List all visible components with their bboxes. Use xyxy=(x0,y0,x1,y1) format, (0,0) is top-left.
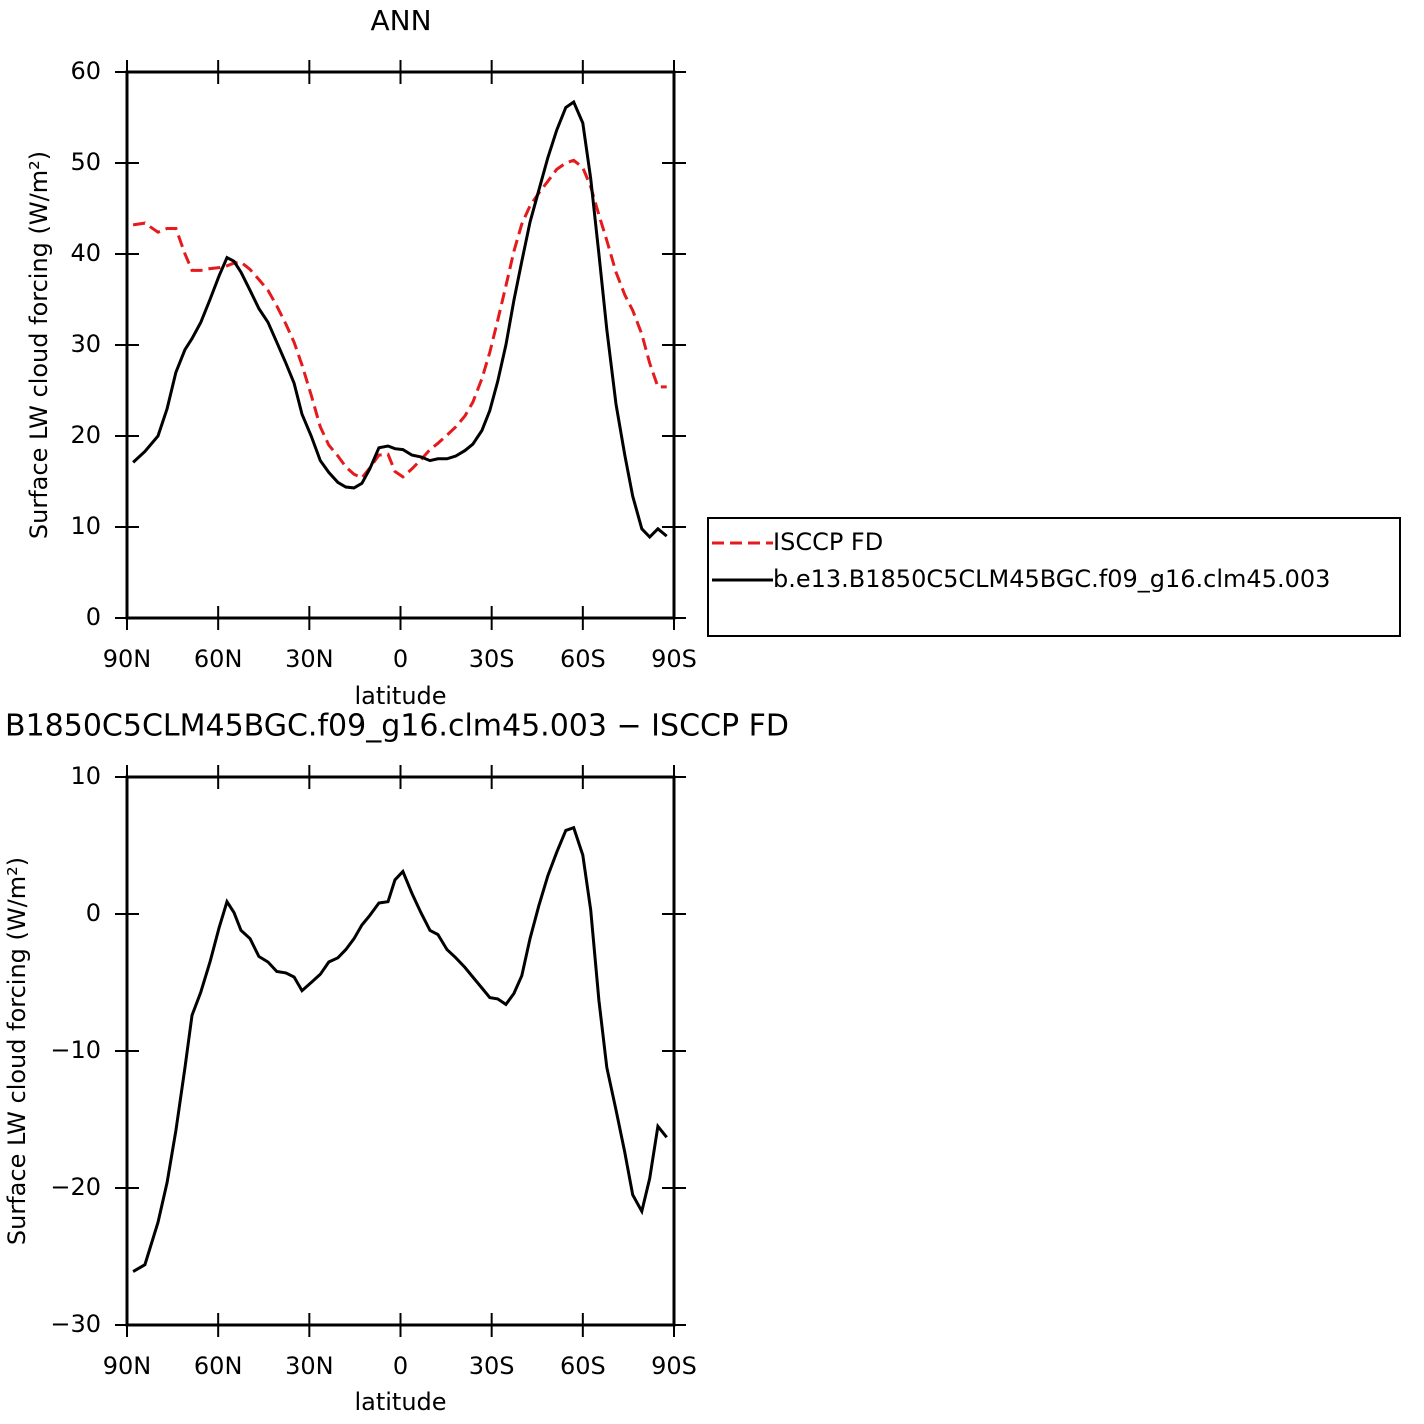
legend-box xyxy=(707,517,1401,637)
x-tick-label: 60N xyxy=(194,645,243,673)
chart-title: ANN xyxy=(370,4,431,37)
legend-label: ISCCP FD xyxy=(773,528,883,556)
y-tick-label: 0 xyxy=(86,603,101,631)
y-tick-label: 10 xyxy=(70,762,101,790)
plot-frame xyxy=(125,70,676,620)
y-tick-label: 10 xyxy=(70,512,101,540)
x-tick-label: 60S xyxy=(560,645,606,673)
x-tick-label: 90S xyxy=(651,645,697,673)
legend-label: b.e13.B1850C5CLM45BGC.f09_g16.clm45.003 xyxy=(773,565,1330,593)
x-tick-label: 60N xyxy=(194,1352,243,1380)
line-series xyxy=(132,99,668,540)
x-tick-label: 60S xyxy=(560,1352,606,1380)
y-tick-label: 60 xyxy=(70,57,101,85)
x-tick-label: 30S xyxy=(469,1352,515,1380)
x-tick-label: 30N xyxy=(285,645,334,673)
y-tick-label: 30 xyxy=(70,330,101,358)
line-series xyxy=(132,825,668,1273)
y-tick-label: −20 xyxy=(50,1173,101,1201)
x-tick-label: 30N xyxy=(285,1352,334,1380)
chart-title: B1850C5CLM45BGC.f09_g16.clm45.003 − ISCC… xyxy=(5,709,789,744)
y-tick-label: 50 xyxy=(70,148,101,176)
x-axis-label: latitude xyxy=(354,682,446,710)
x-tick-label: 90N xyxy=(103,645,152,673)
x-tick-label: 90S xyxy=(651,1352,697,1380)
x-axis-label: latitude xyxy=(354,1388,446,1416)
y-tick-label: −30 xyxy=(50,1310,101,1338)
y-tick-label: 0 xyxy=(86,899,101,927)
y-axis-label: Surface LW cloud forcing (W/m²) xyxy=(25,151,53,539)
x-tick-label: 90N xyxy=(103,1352,152,1380)
line-series xyxy=(132,158,667,480)
plot-frame xyxy=(125,775,676,1327)
x-tick-label: 0 xyxy=(393,1352,408,1380)
y-tick-label: 20 xyxy=(70,421,101,449)
y-tick-label: −10 xyxy=(50,1036,101,1064)
y-axis-label: Surface LW cloud forcing (W/m²) xyxy=(3,857,31,1245)
x-tick-label: 30S xyxy=(469,645,515,673)
x-tick-label: 0 xyxy=(393,645,408,673)
y-tick-label: 40 xyxy=(70,239,101,267)
